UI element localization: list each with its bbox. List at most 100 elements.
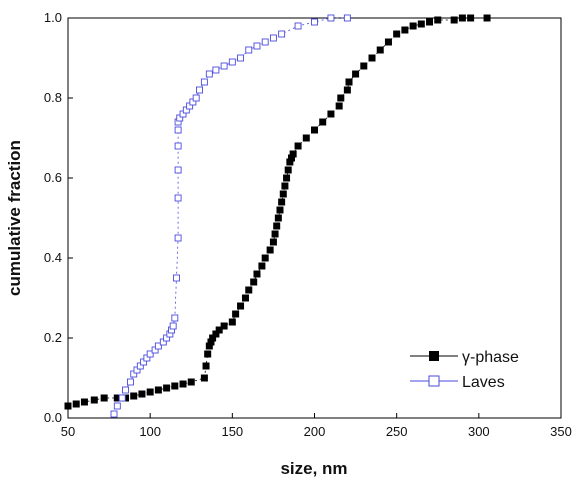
x-tick-label: 200: [304, 424, 326, 439]
data-point: [343, 14, 351, 22]
data-point: [327, 14, 335, 22]
data-point: [110, 410, 118, 418]
y-axis-ticks: 0.0 0.2 0.4 0.6 0.8 1.0: [44, 10, 73, 425]
data-point: [220, 62, 228, 70]
data-point: [253, 270, 261, 278]
data-point: [269, 238, 277, 246]
data-point: [278, 198, 286, 206]
data-point: [174, 142, 182, 150]
legend-marker-laves: [428, 375, 440, 387]
data-point: [289, 150, 297, 158]
y-tick-label: 0.0: [44, 410, 62, 425]
y-axis-title: cumulative fraction: [5, 140, 24, 296]
data-point: [278, 30, 286, 38]
data-point: [273, 222, 281, 230]
data-point: [450, 16, 458, 24]
legend-marker-gamma-phase: [429, 351, 439, 361]
data-point: [204, 350, 212, 358]
data-point: [368, 54, 376, 62]
data-point: [376, 46, 384, 54]
data-point: [196, 86, 203, 94]
data-point: [174, 126, 182, 134]
data-point: [352, 70, 360, 78]
legend-label-laves: Laves: [462, 374, 505, 391]
data-point: [261, 38, 269, 46]
x-tick-label: 100: [139, 424, 161, 439]
data-point: [173, 274, 180, 282]
legend: γ-phase Laves: [410, 349, 519, 391]
data-point: [245, 286, 253, 294]
data-point: [205, 70, 213, 78]
x-tick-label: 150: [221, 424, 243, 439]
data-point: [163, 384, 171, 392]
data-point: [335, 102, 343, 110]
data-point: [146, 388, 154, 396]
data-point: [253, 42, 261, 50]
series-line: [113, 17, 348, 415]
data-point: [276, 206, 284, 214]
data-point: [311, 18, 318, 26]
y-tick-label: 0.4: [44, 250, 62, 265]
data-point: [232, 310, 240, 318]
data-point: [64, 402, 72, 410]
data-point: [319, 118, 327, 126]
data-point: [274, 214, 282, 222]
data-point: [258, 262, 266, 270]
data-point: [294, 22, 302, 30]
data-point: [207, 338, 215, 346]
data-point: [113, 394, 121, 402]
data-point: [171, 314, 179, 322]
x-tick-label: 250: [386, 424, 408, 439]
data-point: [250, 278, 258, 286]
data-point: [205, 342, 213, 350]
data-point: [80, 398, 88, 406]
data-point: [126, 378, 134, 386]
data-point: [284, 166, 292, 174]
data-point: [302, 134, 310, 142]
data-point: [100, 394, 108, 402]
data-point: [384, 38, 392, 46]
data-point: [458, 14, 466, 22]
data-point: [228, 58, 236, 66]
legend-label-gamma-phase: γ-phase: [462, 349, 519, 366]
data-point: [138, 390, 146, 398]
data-point: [327, 110, 335, 118]
y-tick-label: 0.8: [44, 90, 62, 105]
data-point: [269, 34, 277, 42]
data-point: [200, 374, 208, 382]
data-point: [179, 380, 187, 388]
x-axis-title: size, nm: [280, 459, 347, 478]
data-point: [237, 54, 245, 62]
data-point: [467, 14, 475, 22]
data-point: [171, 382, 179, 390]
y-tick-label: 0.2: [44, 330, 62, 345]
data-point: [200, 78, 208, 86]
data-point: [287, 154, 295, 162]
data-point: [174, 194, 182, 202]
data-point: [192, 94, 200, 102]
data-point: [130, 392, 138, 400]
series-layer: [64, 14, 491, 418]
data-point: [409, 22, 417, 30]
x-tick-label: 50: [61, 424, 75, 439]
data-point: [237, 302, 245, 310]
series-0: [64, 14, 491, 410]
x-axis-ticks: 50 100 150 200 250 300 350: [61, 413, 572, 439]
data-point: [220, 322, 228, 330]
data-point: [483, 14, 491, 22]
data-point: [215, 326, 223, 334]
y-tick-label: 0.6: [44, 170, 62, 185]
data-point: [202, 362, 210, 370]
data-point: [187, 378, 195, 386]
data-point: [212, 330, 220, 338]
data-point: [360, 62, 368, 70]
data-point: [122, 386, 129, 394]
data-point: [343, 86, 351, 94]
data-point: [417, 20, 425, 28]
data-point: [393, 30, 401, 38]
data-point: [72, 400, 80, 408]
data-point: [426, 18, 434, 26]
data-point: [154, 386, 162, 394]
